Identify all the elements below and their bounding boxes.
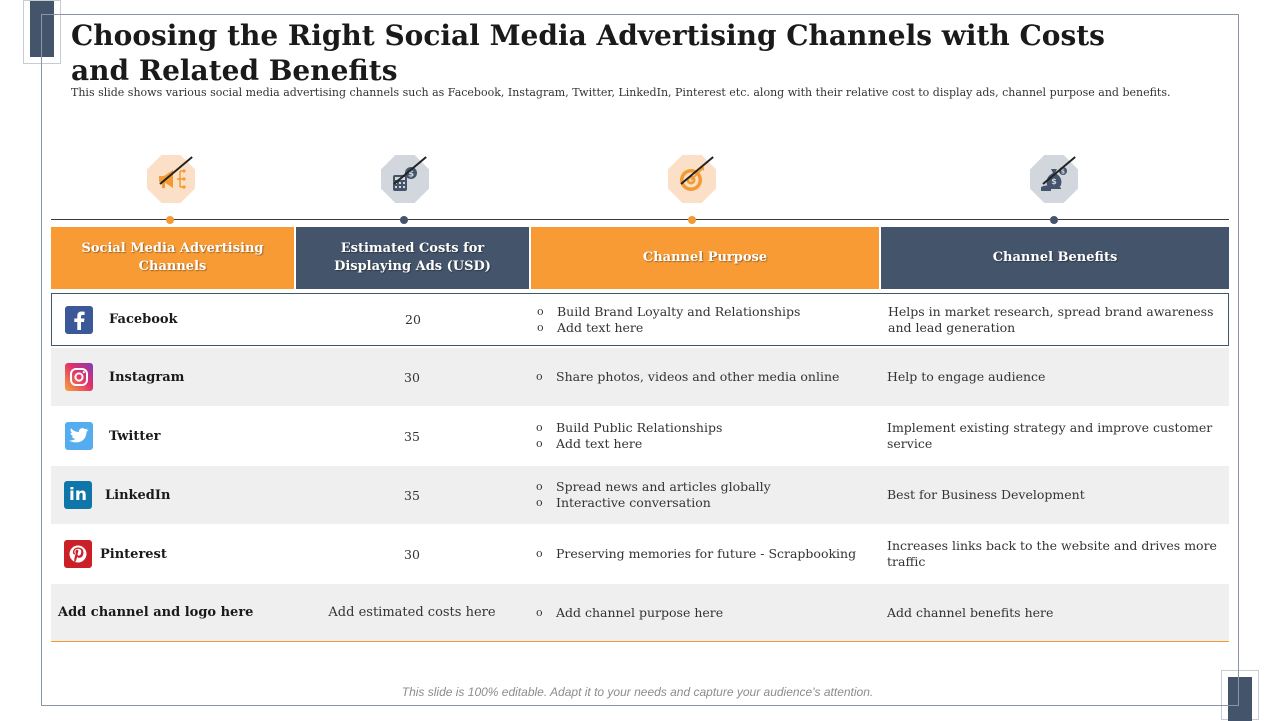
- linkedin-icon: in: [64, 481, 92, 509]
- timeline-dot: [400, 216, 408, 224]
- table-bottom-line: [51, 641, 1229, 642]
- timeline-dot: [688, 216, 696, 224]
- purpose-item: Interactive conversation: [536, 495, 771, 511]
- page-subtitle: This slide shows various social media ad…: [71, 86, 1171, 99]
- purpose-item: Add text here: [537, 320, 800, 336]
- channel-name: Pinterest: [100, 546, 167, 562]
- channel-benefit: Add channel benefits here: [887, 604, 1054, 620]
- table-row: Twitter 35 Build Public RelationshipsAdd…: [51, 407, 1229, 465]
- purpose-item: Spread news and articles globally: [536, 479, 771, 495]
- svg-text:$: $: [1061, 169, 1065, 176]
- pinterest-icon: [64, 540, 92, 568]
- megaphone-icon: [147, 155, 195, 203]
- facebook-icon: [65, 305, 93, 334]
- channel-cost: 30: [404, 546, 420, 562]
- svg-text:$: $: [408, 170, 414, 180]
- footer-note: This slide is 100% editable. Adapt it to…: [401, 685, 874, 699]
- purpose-item: Preserving memories for future - Scrapbo…: [536, 546, 856, 562]
- svg-text:$: $: [1051, 177, 1057, 186]
- channel-header-icon-wrap: [146, 155, 196, 215]
- purpose-item: Build Brand Loyalty and Relationships: [537, 304, 800, 320]
- twitter-icon: [65, 422, 93, 450]
- channel-cost: 30: [404, 369, 420, 385]
- purpose-header-icon-wrap: [667, 155, 717, 215]
- channel-benefit: Implement existing strategy and improve …: [887, 420, 1213, 451]
- header-cost: Estimated Costs for Displaying Ads (USD): [296, 227, 529, 289]
- table-row: Facebook 20 Build Brand Loyalty and Rela…: [51, 293, 1229, 346]
- purpose-item: Build Public Relationships: [536, 420, 722, 436]
- channel-cost: 20: [405, 312, 421, 327]
- channel-name: Facebook: [109, 312, 178, 327]
- purpose-item: Add text here: [536, 436, 722, 452]
- instagram-icon: [65, 363, 93, 391]
- table-row: Pinterest 30 Preserving memories for fut…: [51, 525, 1229, 583]
- header-purpose: Channel Purpose: [531, 227, 879, 289]
- channel-cost: 35: [404, 487, 420, 503]
- channel-benefit: Best for Business Development: [887, 487, 1085, 502]
- channel-cost: 35: [404, 428, 420, 444]
- channel-name: Instagram: [109, 369, 185, 385]
- benefits-header-icon-wrap: $ $: [1029, 155, 1079, 215]
- channel-name: Twitter: [109, 428, 161, 444]
- hand-money-bag-icon: $ $: [1030, 155, 1078, 203]
- corner-tab-top-left: [23, 0, 61, 64]
- cost-header-icon-wrap: $: [380, 155, 430, 215]
- channel-name: LinkedIn: [105, 487, 171, 503]
- channel-benefit: Increases links back to the website and …: [887, 538, 1217, 569]
- channel-name: Add channel and logo here: [58, 605, 254, 620]
- timeline-dot: [1050, 216, 1058, 224]
- table-row: in LinkedIn 35 Spread news and articles …: [51, 466, 1229, 524]
- timeline-divider: [51, 219, 1229, 220]
- target-icon: [668, 155, 716, 203]
- header-channel: Social Media Advertising Channels: [51, 227, 294, 289]
- channel-benefit: Help to engage audience: [887, 369, 1046, 384]
- purpose-item: Share photos, videos and other media onl…: [536, 369, 839, 385]
- table-row: Instagram 30 Share photos, videos and ot…: [51, 348, 1229, 406]
- calculator-dollar-icon: $: [381, 155, 429, 203]
- timeline-dot: [166, 216, 174, 224]
- slide-frame: [41, 14, 1239, 706]
- table-row: Add channel and logo here Add estimated …: [51, 584, 1229, 641]
- channel-cost: Add estimated costs here: [328, 605, 496, 620]
- channel-benefit: Helps in market research, spread brand a…: [888, 303, 1214, 335]
- purpose-item: Add channel purpose here: [536, 605, 723, 621]
- page-title: Choosing the Right Social Media Advertis…: [71, 19, 1105, 87]
- header-benefits: Channel Benefits: [881, 227, 1229, 289]
